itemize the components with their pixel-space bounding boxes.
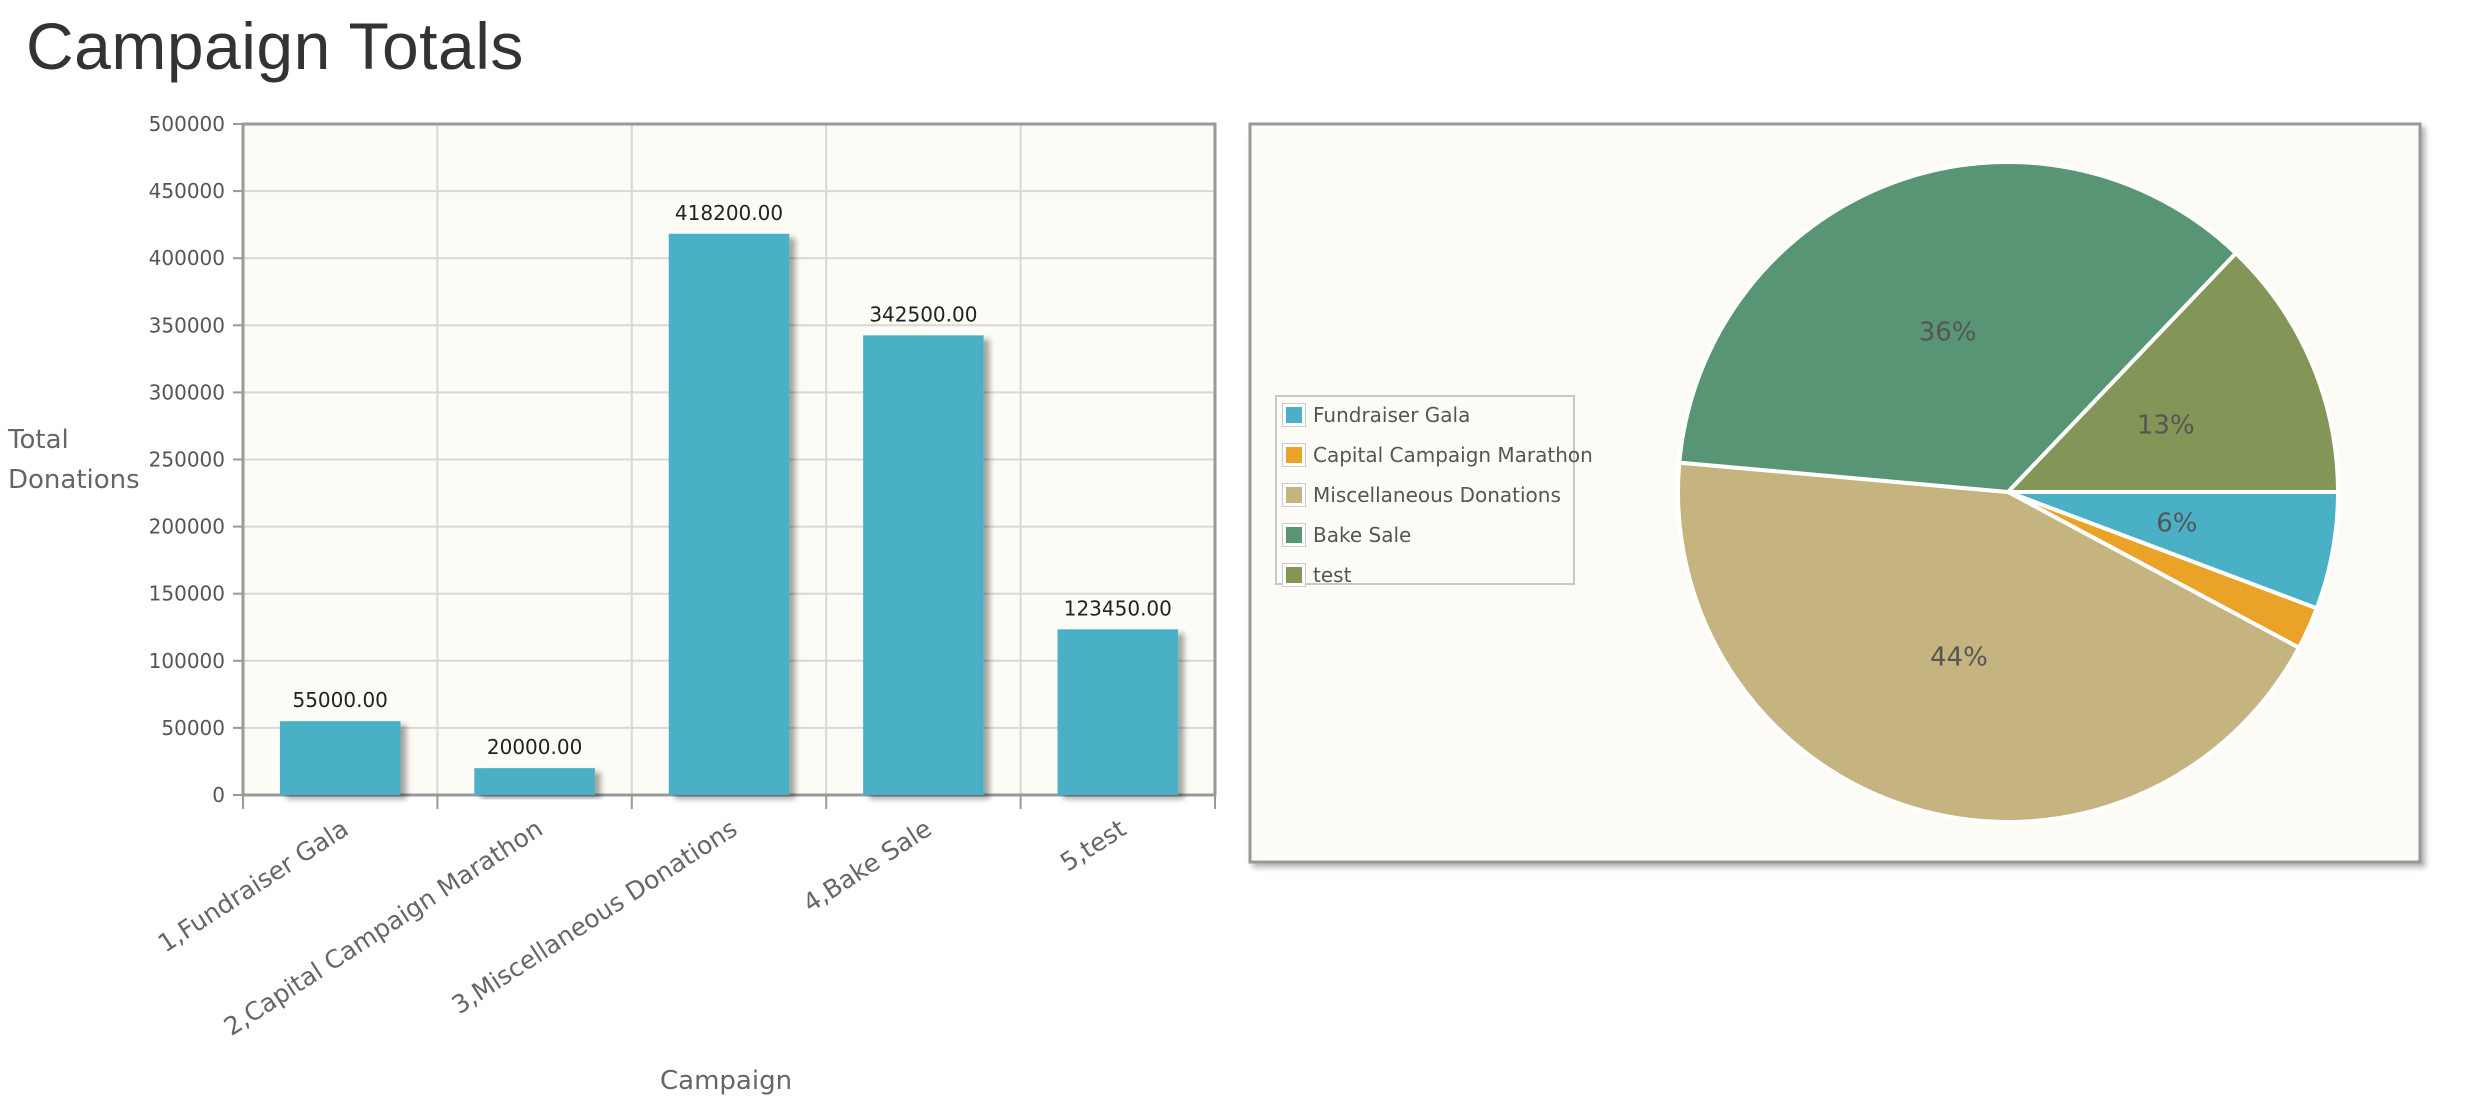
legend-label: Fundraiser Gala — [1313, 403, 1471, 427]
pie-legend: Fundraiser Gala Capital Campaign Marathon… — [1275, 395, 1593, 587]
legend-item: Capital Campaign Marathon — [1277, 439, 1593, 479]
legend-label: Bake Sale — [1313, 523, 1412, 547]
y-axis-label: Total Donations — [8, 420, 140, 500]
y-tick-label: 150000 — [149, 582, 225, 606]
y-axis-label-line-2: Donations — [8, 465, 140, 495]
y-tick-label: 200000 — [149, 515, 225, 539]
bar-value-label: 342500.00 — [869, 302, 977, 326]
y-tick-label: 250000 — [149, 448, 225, 472]
bar — [668, 233, 790, 795]
y-tick-label: 0 — [212, 783, 225, 807]
y-tick-label: 300000 — [149, 380, 225, 404]
legend-swatch — [1282, 523, 1306, 547]
y-tick-label: 450000 — [149, 179, 225, 203]
legend-label: Capital Campaign Marathon — [1313, 443, 1593, 467]
pie-slice — [1675, 460, 2301, 824]
pie-slice — [2006, 251, 2340, 494]
legend-item: test — [1277, 559, 1573, 599]
legend-label: test — [1313, 563, 1352, 587]
legend-item: Bake Sale — [1277, 519, 1573, 559]
bar — [279, 721, 401, 795]
bar-value-label: 418200.00 — [675, 201, 783, 225]
legend-item: Miscellaneous Donations — [1277, 479, 1573, 519]
pie-slice-label: 6% — [2156, 509, 2197, 539]
legend-swatch — [1282, 443, 1306, 467]
bar-value-label: 55000.00 — [292, 688, 387, 712]
bar-value-label: 20000.00 — [487, 735, 582, 759]
pie-slice — [1677, 160, 2238, 494]
legend-label: Miscellaneous Donations — [1313, 483, 1561, 507]
bar — [1057, 629, 1179, 795]
pie-slice-label: 13% — [2137, 410, 2195, 440]
y-tick-label: 350000 — [149, 313, 225, 337]
bar-value-label: 123450.00 — [1064, 596, 1172, 620]
legend-swatch — [1282, 483, 1306, 507]
y-tick-label: 400000 — [149, 246, 225, 270]
legend-swatch — [1282, 563, 1306, 587]
x-axis-label: Campaign — [660, 1066, 793, 1096]
pie-slice-label: 36% — [1919, 317, 1977, 347]
y-tick-label: 500000 — [149, 112, 225, 136]
y-tick-label: 100000 — [149, 649, 225, 673]
bar — [474, 768, 595, 795]
legend-swatch — [1282, 403, 1306, 427]
page-title: Campaign Totals — [26, 9, 524, 83]
legend-item: Fundraiser Gala — [1277, 399, 1573, 439]
pie-slice-label: 44% — [1930, 642, 1988, 672]
y-tick-label: 50000 — [161, 716, 225, 740]
y-axis-label-line-1: Total — [8, 425, 69, 455]
bar — [863, 335, 984, 795]
